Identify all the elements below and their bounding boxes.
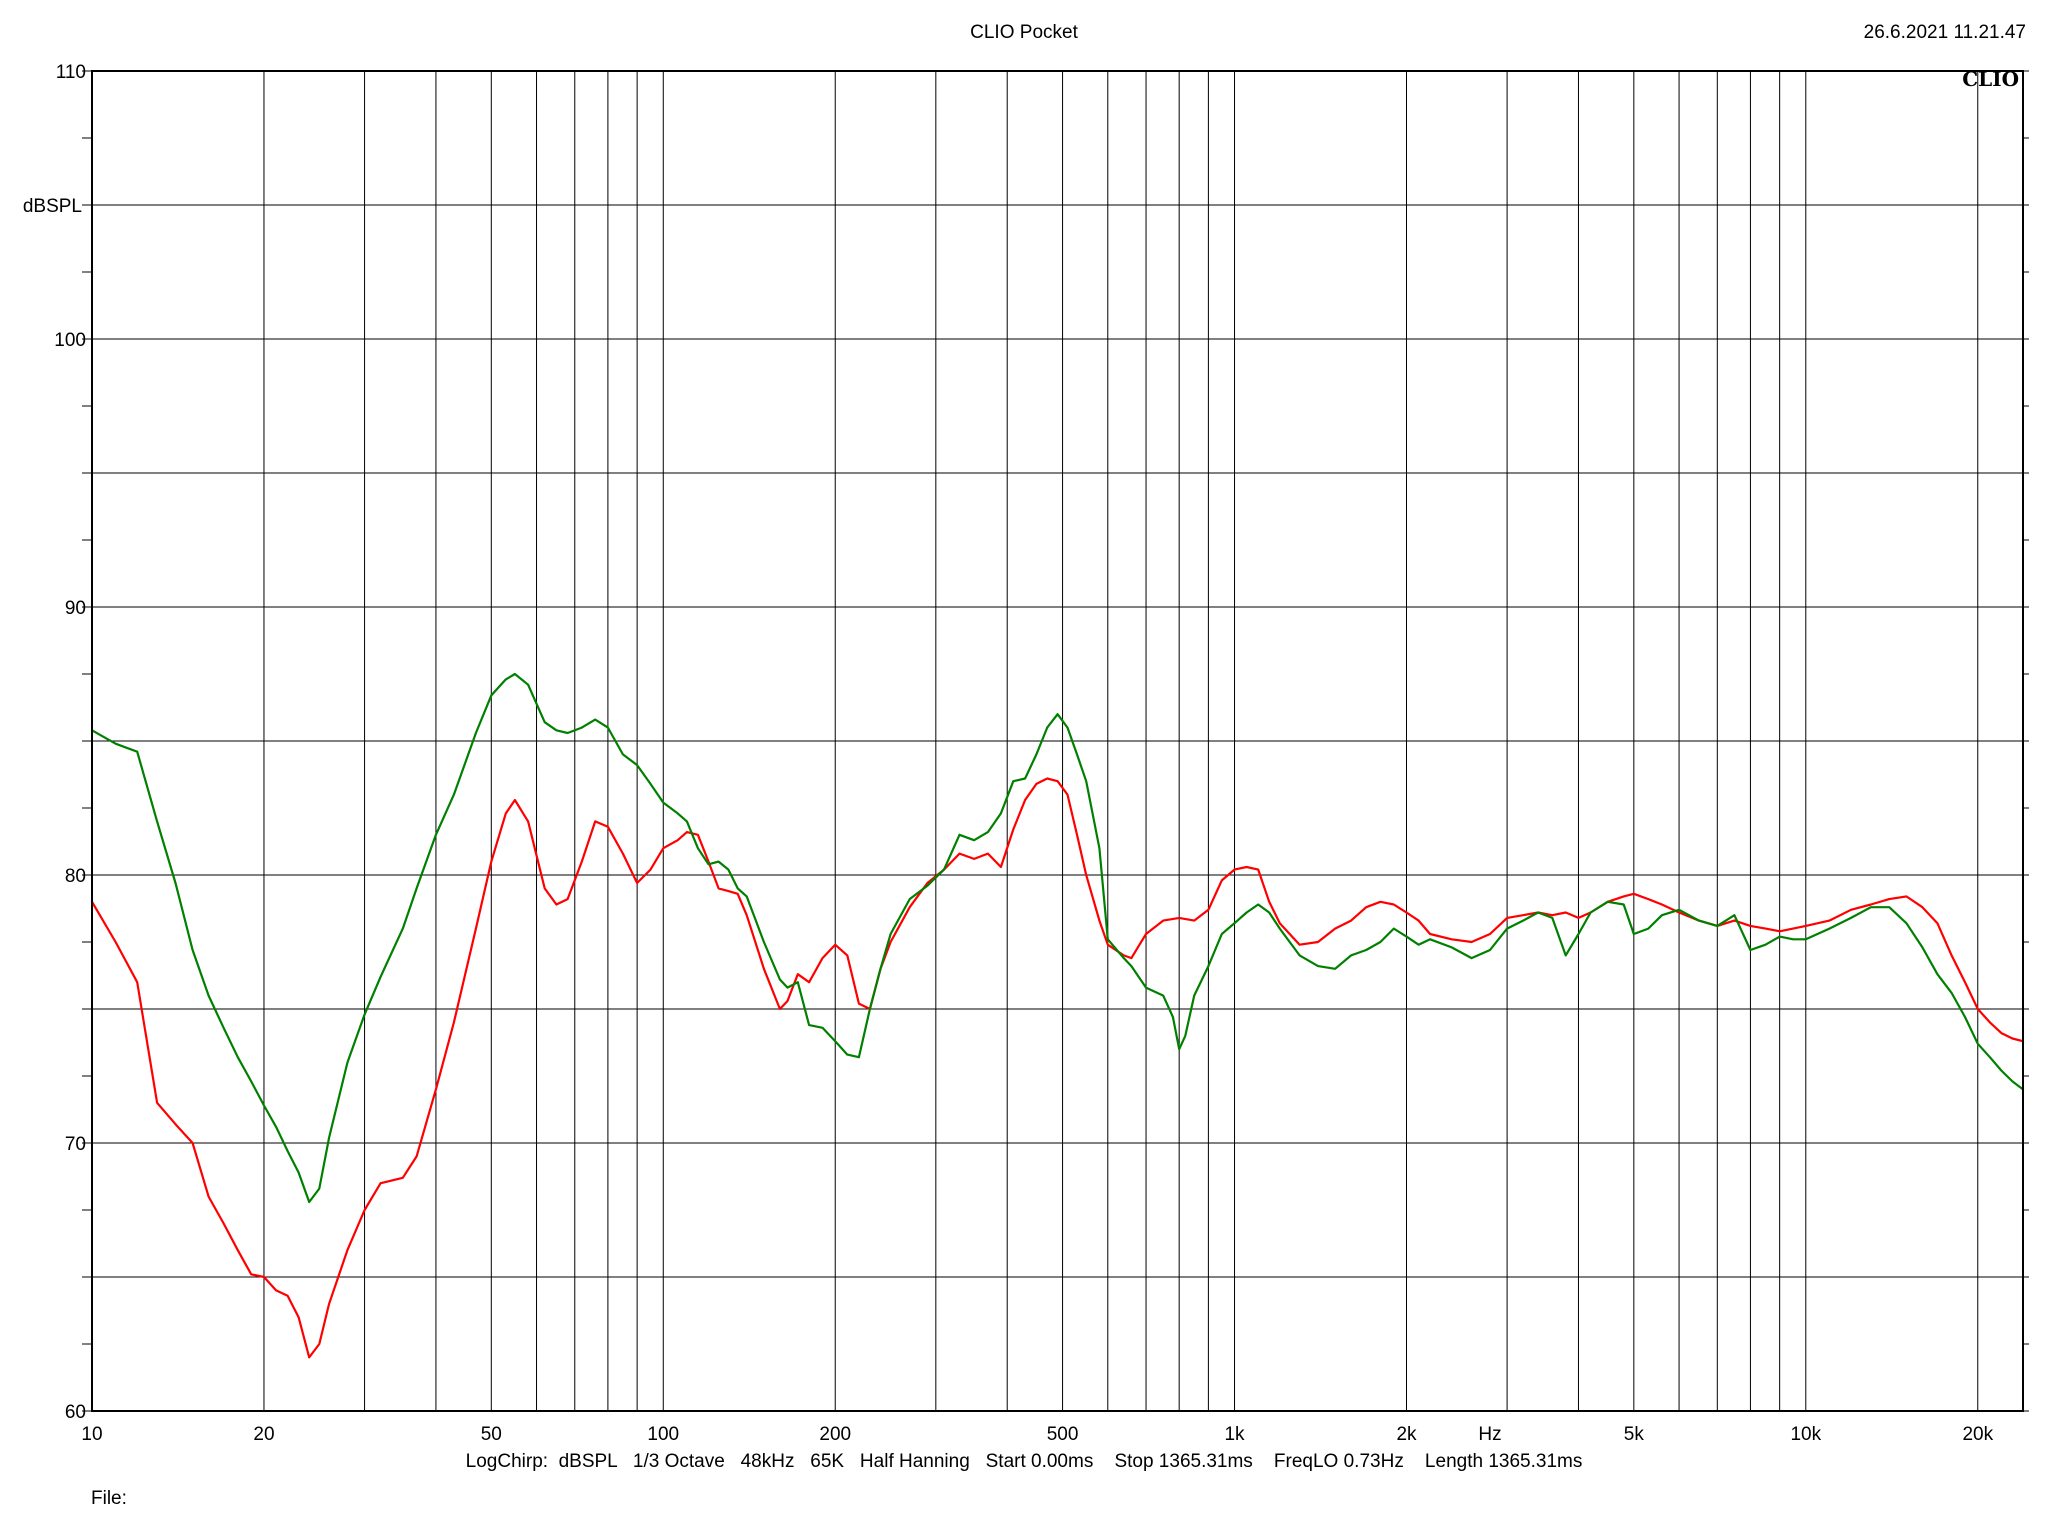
y-tick-label: 100 [54, 330, 86, 351]
x-tick-label: 200 [819, 1424, 851, 1445]
y-axis-label: dBSPL [23, 196, 82, 217]
x-tick-label: 20k [1962, 1424, 1993, 1445]
y-tick-label: 60 [65, 1402, 86, 1423]
x-tick-label: 10k [1790, 1424, 1821, 1445]
x-tick-label: 20 [253, 1424, 274, 1445]
plot-frame [91, 70, 2024, 1412]
chart-title: CLIO Pocket [970, 22, 1078, 43]
x-axis-label: Hz [1478, 1424, 1501, 1445]
file-label: File: [91, 1488, 127, 1509]
y-tick-label: 90 [65, 598, 86, 619]
x-tick-label: 1k [1224, 1424, 1245, 1445]
x-tick-label: 500 [1047, 1424, 1079, 1445]
chart-grid [82, 70, 2029, 1412]
series-line-2 [90, 672, 2025, 1204]
tick-labels: 10 20 50 100 200 500 1k 2k 5k 10k 20k 60 70 80 90 100 11… [54, 62, 1993, 1445]
x-tick-label: 10 [81, 1424, 102, 1445]
chart-series [90, 672, 2025, 1359]
x-tick-label: 2k [1396, 1424, 1417, 1445]
timestamp: 26.6.2021 11.21.47 [1863, 22, 2026, 43]
x-tick-label: 100 [647, 1424, 679, 1445]
x-tick-label: 5k [1624, 1424, 1645, 1445]
x-tick-label: 50 [481, 1424, 502, 1445]
y-tick-label: 80 [65, 866, 86, 887]
y-tick-label: 110 [56, 62, 86, 83]
series-line-1 [90, 777, 2025, 1359]
brand-logo-text: CLIO [1962, 67, 2019, 91]
y-tick-label: 70 [65, 1134, 86, 1155]
measurement-parameters: LogChirp: dBSPL 1/3 Octave 48kHz 65K Hal… [465, 1451, 1583, 1472]
